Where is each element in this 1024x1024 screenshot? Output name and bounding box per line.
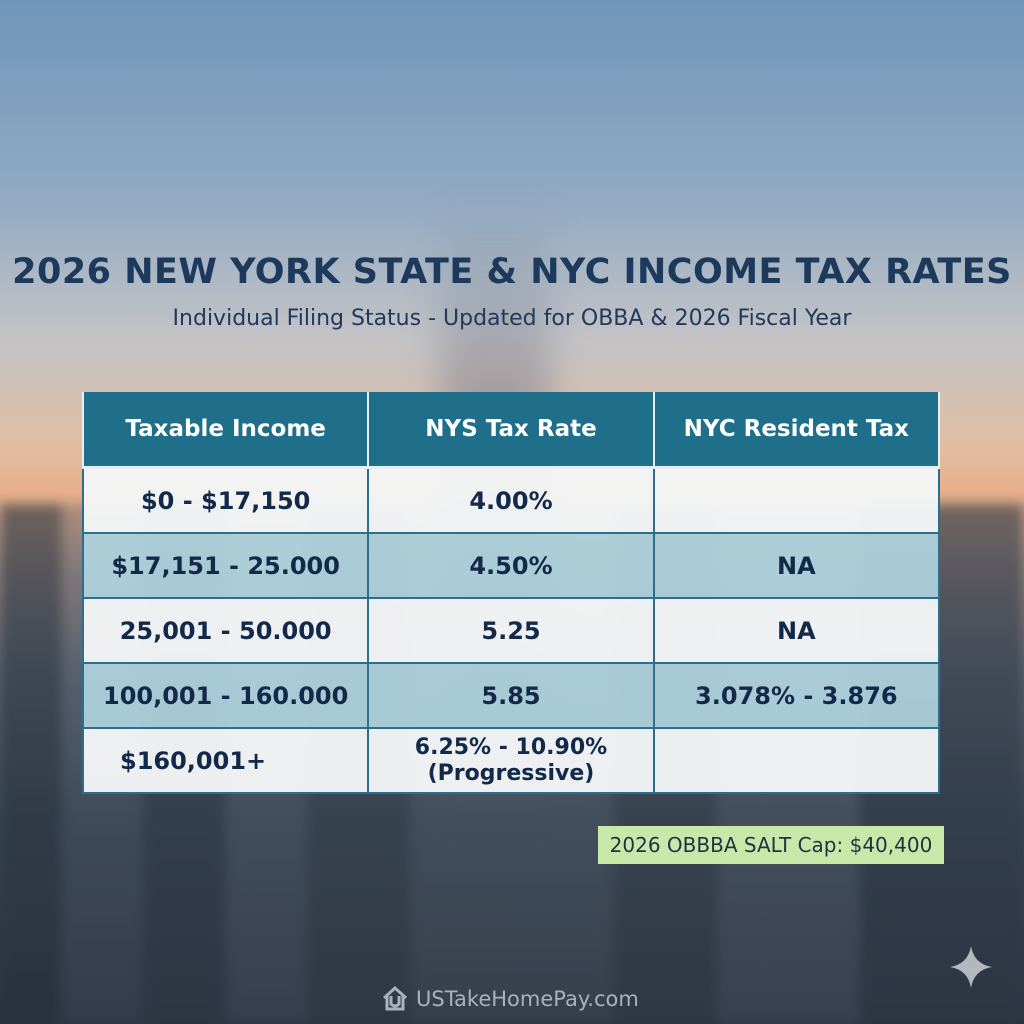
tax-rate-table: Taxable Income NYS Tax Rate NYC Resident… (81, 392, 941, 794)
brand-watermark: USTakeHomePay.com (380, 984, 639, 1014)
table-row: 100,001 - 160.000 5.85 3.078% - 3.876 (81, 662, 941, 729)
cell-nys-rate: 5.25 (367, 597, 655, 664)
cell-nyc-tax: NA (652, 597, 941, 664)
cell-nyc-tax (652, 727, 941, 794)
cell-income: $160,001+ (81, 727, 370, 794)
brand-name: USTakeHomePay.com (416, 987, 639, 1011)
cell-nys-rate: 4.50% (367, 532, 655, 599)
header-nys-tax-rate: NYS Tax Rate (367, 392, 655, 469)
table-row: $17,151 - 25.000 4.50% NA (81, 532, 941, 599)
header-nyc-resident-tax: NYC Resident Tax (652, 392, 941, 469)
cell-nys-rate: 6.25% - 10.90% (Progressive) (367, 727, 655, 794)
cell-income: 100,001 - 160.000 (81, 662, 370, 729)
salt-cap-badge: 2026 OBBBA SALT Cap: $40,400 (598, 826, 944, 864)
sparkle-icon (950, 946, 992, 988)
cell-nyc-tax: 3.078% - 3.876 (652, 662, 941, 729)
table-row: $160,001+ 6.25% - 10.90% (Progressive) (81, 727, 941, 794)
cell-income: $0 - $17,150 (81, 466, 370, 534)
nys-rate-note: (Progressive) (427, 760, 595, 786)
table-row: 25,001 - 50.000 5.25 NA (81, 597, 941, 664)
cell-nyc-tax (652, 466, 941, 534)
page-subtitle: Individual Filing Status - Updated for O… (172, 306, 852, 331)
header-taxable-income: Taxable Income (81, 392, 370, 469)
cell-income: $17,151 - 25.000 (81, 532, 370, 599)
page-title: 2026 NEW YORK STATE & NYC INCOME TAX RAT… (12, 252, 1012, 292)
nys-rate-range: 6.25% - 10.90% (414, 734, 608, 760)
cell-nys-rate: 5.85 (367, 662, 655, 729)
cell-income: 25,001 - 50.000 (81, 597, 370, 664)
house-logo-icon (382, 985, 408, 1011)
table-header-row: Taxable Income NYS Tax Rate NYC Resident… (81, 392, 941, 469)
table-row: $0 - $17,150 4.00% (81, 466, 941, 534)
cell-nys-rate: 4.00% (367, 466, 655, 534)
cell-nyc-tax: NA (652, 532, 941, 599)
